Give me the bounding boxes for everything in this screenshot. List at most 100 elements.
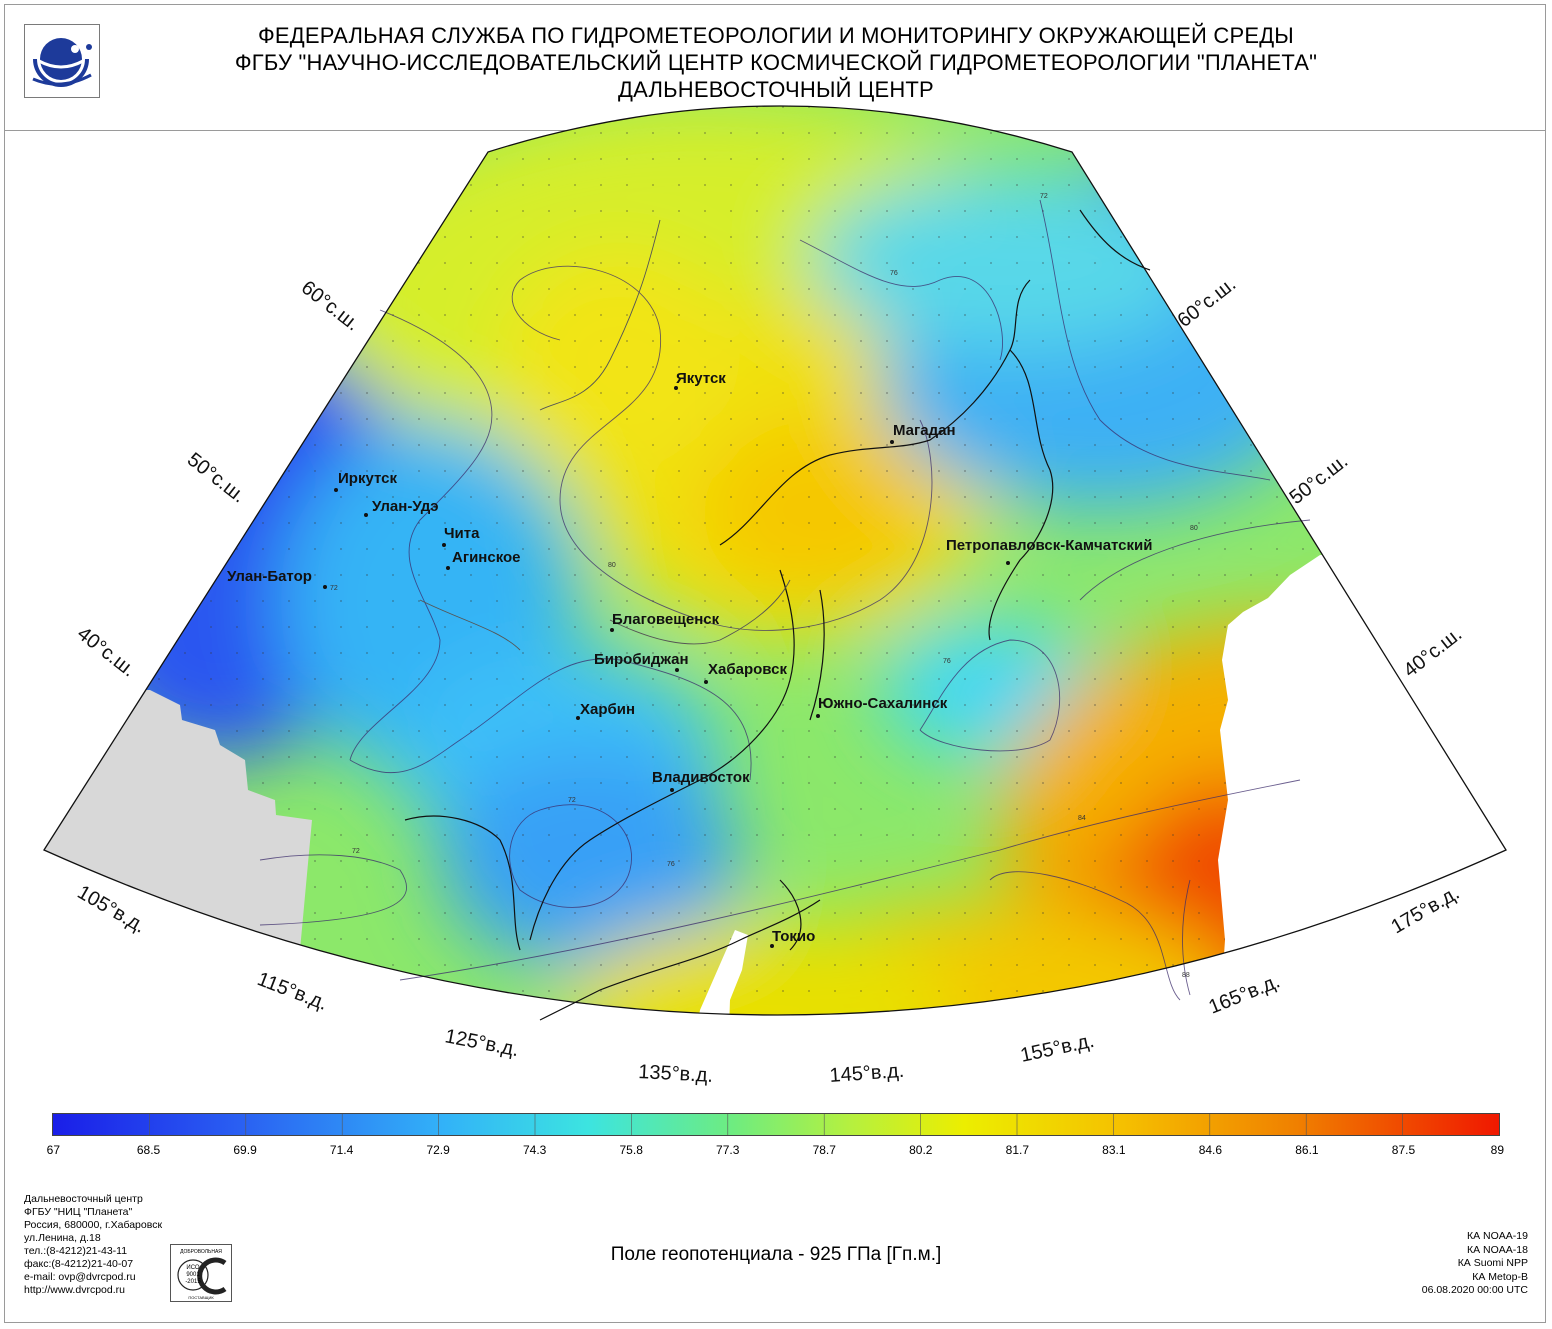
colorbar-tick-label: 74.3	[522, 1143, 547, 1157]
cert-line: -2015	[185, 1279, 201, 1285]
city-marker	[1006, 561, 1010, 565]
city-marker	[770, 944, 774, 948]
city-label-tokyo: Токио	[772, 928, 815, 945]
nodata-east	[1218, 540, 1506, 1000]
contour-label: 72	[568, 797, 576, 804]
city-marker	[670, 788, 674, 792]
city-marker	[576, 716, 580, 720]
header-titles: ФЕДЕРАЛЬНАЯ СЛУЖБА ПО ГИДРОМЕТЕОРОЛОГИИ …	[130, 22, 1422, 103]
city-label-khabarovsk: Хабаровск	[708, 661, 787, 678]
contour-label: 80	[1190, 525, 1198, 532]
colorbar-tick-label: 69.9	[233, 1143, 257, 1157]
org-line: факс:(8-4212)21-40-07	[24, 1258, 134, 1270]
colorbar-tick-label: 86.1	[1295, 1143, 1319, 1157]
city-label-yakutsk: Якутск	[676, 370, 726, 387]
planeta-logo	[24, 24, 100, 98]
cert-line: 9001	[186, 1272, 200, 1278]
map-sector-outline	[43, 105, 1507, 1016]
city-marker	[610, 628, 614, 632]
city-marker	[442, 543, 446, 547]
cert-line: ИСО	[186, 1265, 200, 1271]
organization-contacts: Дальневосточный центр ФГБУ "НИЦ "Планета…	[24, 1193, 162, 1297]
lon-label-145: 145°в.д.	[829, 1060, 905, 1087]
page-frame	[4, 4, 1546, 1323]
color-field	[44, 106, 1506, 1015]
borders	[419, 219, 791, 651]
iso-certificate-badge: ДОБРОВОЛЬНАЯ ИСО 9001 -2015 ПОСТАВЩИК	[170, 1244, 232, 1302]
contour-label: 88	[1182, 972, 1190, 979]
header-line-2: ФГБУ "НАУЧНО-ИССЛЕДОВАТЕЛЬСКИЙ ЦЕНТР КОС…	[234, 50, 1318, 75]
lon-label-165: 165°в.д.	[1206, 970, 1284, 1018]
lat-label-right-40: 40°с.ш.	[1400, 623, 1467, 682]
lat-label-left-40: 40°с.ш.	[73, 623, 140, 682]
cert-line: ДОБРОВОЛЬНАЯ	[180, 1249, 222, 1255]
city-label-aginskoe: Агинское	[452, 549, 521, 566]
satellite-line: КА Metop-B	[1472, 1270, 1528, 1283]
lat-label-left-50: 50°с.ш.	[183, 449, 250, 508]
city-label-petropavlovsk: Петропавловск-Камчатский	[946, 537, 1152, 554]
org-line: тел.:(8-4212)21-43-11	[24, 1245, 128, 1257]
contour-label: 76	[943, 658, 951, 665]
city-markers: Якутск Магадан Иркутск Улан-Удэ Чита Аги…	[227, 370, 1152, 948]
city-label-birobidzhan: Биробиджан	[594, 651, 689, 668]
org-line: ФГБУ "НИЦ "Планета"	[24, 1206, 133, 1218]
org-line: Дальневосточный центр	[24, 1193, 143, 1205]
colorbar-tick-label: 75.8	[619, 1143, 643, 1157]
colorbar	[52, 1113, 1500, 1136]
colorbar-tick-label: 72.9	[426, 1143, 450, 1157]
nodata-south	[690, 930, 748, 1015]
satellite-line: КА NOAA-19	[1467, 1230, 1528, 1242]
colorbar-tick-label: 78.7	[812, 1143, 836, 1157]
city-marker	[890, 440, 894, 444]
contour-label: 80	[608, 562, 616, 569]
org-website: http://www.dvrcpod.ru	[24, 1284, 125, 1296]
org-line: Россия, 680000, г.Хабаровск	[24, 1219, 163, 1231]
satellite-line: КА NOAA-18	[1467, 1243, 1528, 1256]
colorbar-tick-label: 71.4	[329, 1143, 354, 1157]
colorbar-tick-label: 83.1	[1102, 1143, 1126, 1157]
contour-label: 72	[330, 585, 338, 592]
city-marker	[364, 513, 368, 517]
city-marker	[675, 668, 679, 672]
cert-line: ПОСТАВЩИК	[188, 1295, 214, 1300]
lon-label-135: 135°в.д.	[638, 1061, 714, 1087]
city-marker	[446, 566, 450, 570]
city-label-magadan: Магадан	[893, 422, 956, 439]
city-label-yuzhno-sakhalinsk: Южно-Сахалинск	[818, 695, 948, 712]
colorbar-tick-label: 77.3	[716, 1143, 740, 1157]
colorbar-tick-label: 68.5	[136, 1143, 161, 1157]
org-email: e-mail: ovp@dvrcpod.ru	[24, 1271, 136, 1283]
city-label-chita: Чита	[444, 525, 480, 542]
field-title: Поле геопотенциала - 925 ГПа [Гп.м.]	[610, 1244, 942, 1265]
lon-label-125: 125°в.д.	[443, 1025, 521, 1061]
header-line-1: ФЕДЕРАЛЬНАЯ СЛУЖБА ПО ГИДРОМЕТЕОРОЛОГИИ …	[258, 23, 1294, 48]
satellite-line: КА Suomi NPP	[1457, 1257, 1528, 1269]
colorbar-tick-label: 81.7	[1005, 1143, 1030, 1157]
lat-label-right-50: 50°с.ш.	[1286, 450, 1353, 509]
city-marker	[816, 714, 820, 718]
contour-label: 76	[667, 861, 675, 868]
city-label-harbin: Харбин	[580, 701, 635, 718]
colorbar-tick-label: 80.2	[909, 1143, 933, 1157]
colorbar-tick-label: 84.6	[1198, 1143, 1223, 1157]
city-label-ulan-bator: Улан-Батор	[227, 568, 312, 585]
city-marker	[704, 680, 708, 684]
header-line-3: ДАЛЬНЕВОСТОЧНЫЙ ЦЕНТР	[618, 77, 934, 102]
org-line: ул.Ленина, д.18	[24, 1232, 101, 1244]
contour-label: 76	[890, 270, 898, 277]
colorbar-tick-labels: 67 68.5 69.9 71.4 72.9 74.3 75.8 77.3 78.7 80.2 81…	[47, 1143, 1504, 1159]
lat-label-left-60: 60°с.ш.	[297, 277, 364, 336]
city-marker	[674, 386, 678, 390]
city-label-blagoveshchensk: Благовещенск	[612, 611, 720, 628]
lon-label-155: 155°в.д.	[1018, 1030, 1096, 1067]
city-label-vladivostok: Владивосток	[652, 769, 750, 786]
city-label-irkutsk: Иркутск	[338, 470, 397, 487]
contour-label: 84	[1078, 815, 1086, 822]
city-marker	[334, 488, 338, 492]
colorbar-tick-label: 89	[1490, 1143, 1505, 1157]
lon-label-115: 115°в.д.	[254, 968, 330, 1015]
city-marker	[323, 585, 327, 589]
contour-label: 72	[352, 848, 360, 855]
satellite-info: КА NOAA-19 КА NOAA-18 КА Suomi NPP КА Me…	[1422, 1230, 1528, 1298]
colorbar-tick-label: 67	[46, 1143, 61, 1157]
